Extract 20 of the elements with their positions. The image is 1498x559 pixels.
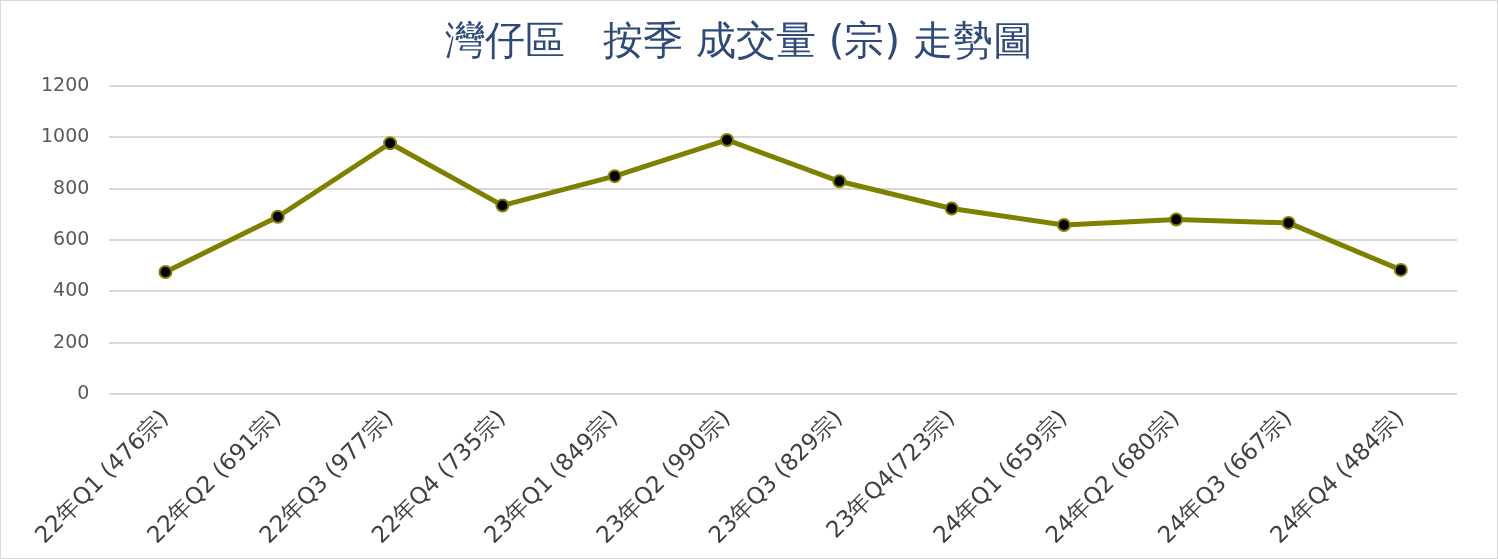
- point: [158, 264, 173, 279]
- y-tick-label: 400: [53, 278, 90, 301]
- point: [1056, 217, 1071, 232]
- y-tick-label: 1200: [40, 72, 90, 95]
- point: [1281, 215, 1296, 230]
- point: [607, 169, 622, 184]
- chart-title: 灣仔區 按季 成交量 (宗) 走勢圖: [445, 17, 1033, 64]
- y-tick-label: 800: [53, 175, 90, 198]
- point: [1169, 212, 1184, 227]
- y-tick-label: 1000: [40, 124, 90, 147]
- point: [383, 136, 398, 151]
- y-tick-label: 0: [77, 381, 90, 404]
- point: [495, 198, 510, 213]
- point: [1393, 262, 1408, 277]
- y-tick-label: 200: [53, 329, 90, 352]
- point: [720, 132, 735, 147]
- point: [832, 174, 847, 189]
- point: [270, 209, 285, 224]
- y-tick-label: 600: [53, 227, 90, 250]
- point: [944, 201, 959, 216]
